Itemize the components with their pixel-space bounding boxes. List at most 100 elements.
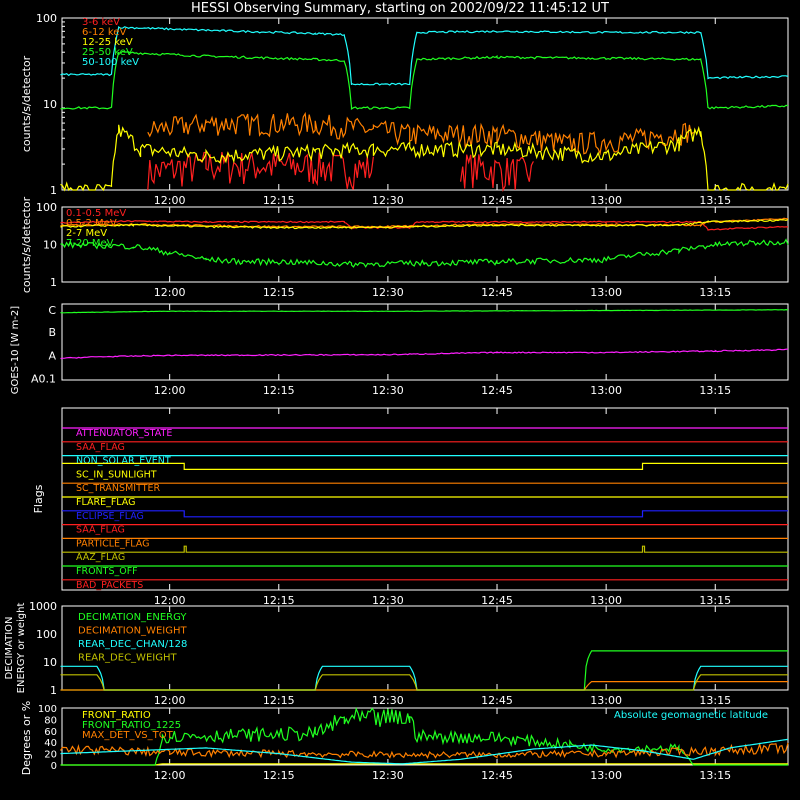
panel-1: 12:00 12:15 12:30 12:45 13:00 13:15 1 10 100coun…	[20, 196, 789, 299]
series-line-yellow	[60, 763, 788, 766]
x-tick-label: 13:15	[699, 286, 731, 299]
annotation-geomagnetic: Absolute geomagnetic latitude	[614, 710, 768, 721]
y-tick-label: 10	[43, 239, 57, 252]
x-tick-label: 13:15	[699, 694, 731, 707]
x-tick-label: 13:00	[590, 594, 622, 607]
flag-line-3	[62, 462, 788, 470]
x-tick-label: 12:30	[372, 194, 404, 207]
panel-frame	[61, 407, 789, 591]
x-tick-label: 12:00	[154, 194, 186, 207]
legend-entry: 0.1-0.5 MeV	[66, 208, 126, 219]
panel-frame	[61, 17, 789, 191]
x-tick-label: 12:30	[372, 594, 404, 607]
series-line-green	[60, 238, 789, 268]
series-line-yellow	[60, 124, 789, 192]
flag-line-6	[62, 510, 788, 518]
x-tick-label: 12:45	[481, 694, 513, 707]
x-tick-label: 13:15	[699, 594, 731, 607]
flag-label: FLARE_FLAG	[76, 497, 136, 508]
x-tick-label: 12:00	[154, 694, 186, 707]
x-tick-label: 12:00	[154, 384, 186, 397]
x-tick-label: 12:15	[263, 286, 295, 299]
legend-entry: DECIMATION_WEIGHT	[78, 626, 187, 637]
flag-label: ATTENUATOR_STATE	[76, 428, 172, 439]
series-line-green	[60, 308, 789, 314]
legend-entry: 6-12 keV	[82, 27, 126, 38]
x-tick-label: 12:00	[154, 286, 186, 299]
x-tick-label: 13:15	[699, 384, 731, 397]
legend-entry: 0.5-2 MeV	[66, 218, 117, 229]
flag-label: SAA_FLAG	[76, 525, 125, 536]
y-axis-label: ENERGY or weight	[16, 603, 27, 694]
flag-label: SC_IN_SUNLIGHT	[76, 469, 157, 480]
x-tick-label: 12:45	[481, 594, 513, 607]
panel-5: 12:00 12:15 12:30 12:45 13:00 13:15 0204060801…	[20, 701, 789, 782]
legend-entry: 2-7 MeV	[66, 228, 107, 239]
series-line-red	[60, 220, 788, 231]
series-line-olive	[60, 674, 788, 691]
y-tick-label: B	[48, 326, 56, 339]
series-line-magenta	[60, 348, 789, 360]
legend-entry: DECIMATION_ENERGY	[78, 612, 187, 623]
flag-label: SC_TRANSMITTER	[76, 483, 161, 494]
y-tick-label: A0.1	[31, 373, 56, 386]
x-tick-label: 12:15	[263, 384, 295, 397]
legend-entry: FRONT_RATIO_1225	[82, 720, 181, 731]
y-tick-label: 80	[44, 715, 57, 726]
flag-label: FRONTS_OFF	[76, 566, 138, 577]
y-tick-label: C	[48, 304, 56, 317]
series-line-cyan	[60, 738, 789, 765]
panel-4: 12:00 12:15 12:30 12:45 13:00 13:15 1 10 100 1000…	[4, 600, 789, 707]
legend-entry: 12-25 keV	[82, 37, 133, 48]
x-tick-label: 12:45	[481, 384, 513, 397]
legend-entry: 25-50 keV	[82, 47, 133, 58]
y-tick-label: A	[48, 349, 56, 362]
series-line-yellow	[60, 218, 789, 230]
legend-entry: 3-6 keV	[82, 17, 120, 28]
x-tick-label: 12:30	[372, 769, 404, 782]
legend-entry: MAX_DET_VS_TOT	[82, 730, 174, 741]
legend-entry: REAR_DEC_WEIGHT	[78, 653, 177, 664]
x-tick-label: 12:15	[263, 194, 295, 207]
series-line-orange	[59, 742, 789, 759]
y-tick-label: 1000	[29, 600, 57, 613]
figure-title: HESSI Observing Summary, starting on 200…	[191, 1, 609, 16]
flag-label: AAZ_FLAG	[76, 552, 125, 563]
legend-entry: FRONT_RATIO	[82, 710, 151, 721]
x-tick-label: 12:15	[263, 694, 295, 707]
x-tick-label: 13:00	[590, 286, 622, 299]
y-tick-label: 1	[50, 184, 57, 197]
series-line-orange	[147, 111, 694, 156]
panel-frame	[61, 707, 789, 766]
x-tick-label: 12:00	[154, 769, 186, 782]
y-axis-label: counts/s/detector	[20, 196, 33, 293]
panel-3: 12:00 12:15 12:30 12:45 13:00 13:15 Flags ATTEN…	[32, 407, 789, 607]
x-tick-label: 12:45	[481, 769, 513, 782]
panel-2: 12:00 12:15 12:30 12:45 13:00 13:15 A0.1 ABC GOE…	[10, 303, 789, 397]
series-line-green	[60, 50, 789, 110]
x-tick-label: 12:30	[372, 286, 404, 299]
y-tick-label: 100	[38, 704, 57, 715]
x-tick-label: 13:00	[590, 769, 622, 782]
x-tick-label: 12:15	[263, 769, 295, 782]
flag-label: SAA_FLAG	[76, 442, 125, 453]
y-tick-label: 10	[43, 98, 57, 111]
y-tick-label: 10	[43, 656, 57, 669]
x-tick-label: 13:15	[699, 194, 731, 207]
y-tick-label: 100	[36, 201, 57, 214]
x-tick-label: 12:45	[481, 194, 513, 207]
panel-frame	[61, 303, 789, 381]
y-tick-label: 60	[44, 727, 57, 738]
legend-entry: 7-20 MeV	[66, 238, 114, 249]
y-tick-label: 0	[51, 761, 57, 772]
legend-entry: 50-100 keV	[82, 57, 139, 68]
x-tick-label: 12:45	[481, 286, 513, 299]
x-tick-label: 12:15	[263, 594, 295, 607]
y-axis-label: counts/s/detector	[20, 55, 33, 152]
flag-label: ECLIPSE_FLAG	[76, 511, 144, 522]
x-tick-label: 12:30	[372, 384, 404, 397]
y-axis-label: DECIMATION	[4, 616, 15, 679]
flag-label: PARTICLE_FLAG	[76, 538, 149, 549]
